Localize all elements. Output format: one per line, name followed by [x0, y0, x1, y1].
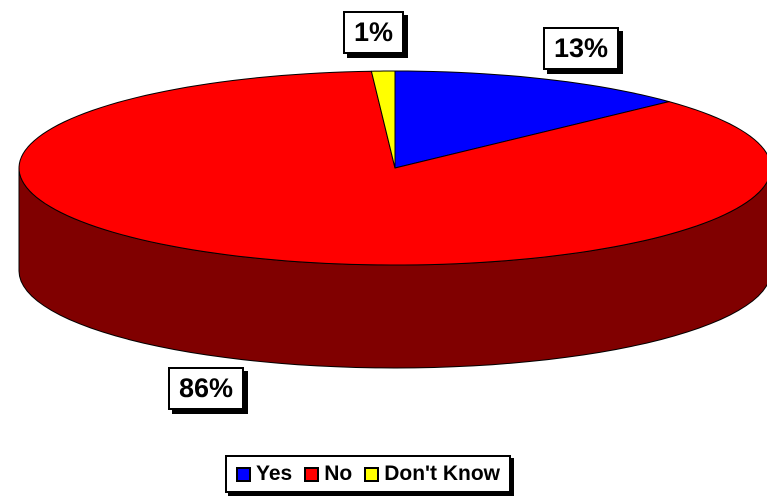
legend-item-no: No — [304, 462, 352, 486]
legend-label-yes: Yes — [256, 462, 293, 485]
pie-slice-don-t-know — [370, 70, 396, 169]
data-label-dont-know: 1% — [343, 11, 405, 54]
legend-swatch-yes — [236, 466, 251, 482]
legend-label-dont-know: Don't Know — [384, 462, 501, 485]
pie-slice-no — [18, 70, 767, 266]
legend-item-yes: Yes — [236, 462, 292, 486]
legend-label-no: No — [324, 462, 353, 485]
legend-item-dont-know: Don't Know — [364, 462, 500, 486]
legend: Yes No Don't Know — [225, 455, 512, 493]
pie-slice-yes — [394, 70, 670, 169]
legend-swatch-no — [304, 466, 320, 482]
data-label-no: 86% — [168, 367, 245, 410]
legend-swatch-dont-know — [364, 466, 380, 482]
data-label-yes: 13% — [543, 27, 620, 70]
